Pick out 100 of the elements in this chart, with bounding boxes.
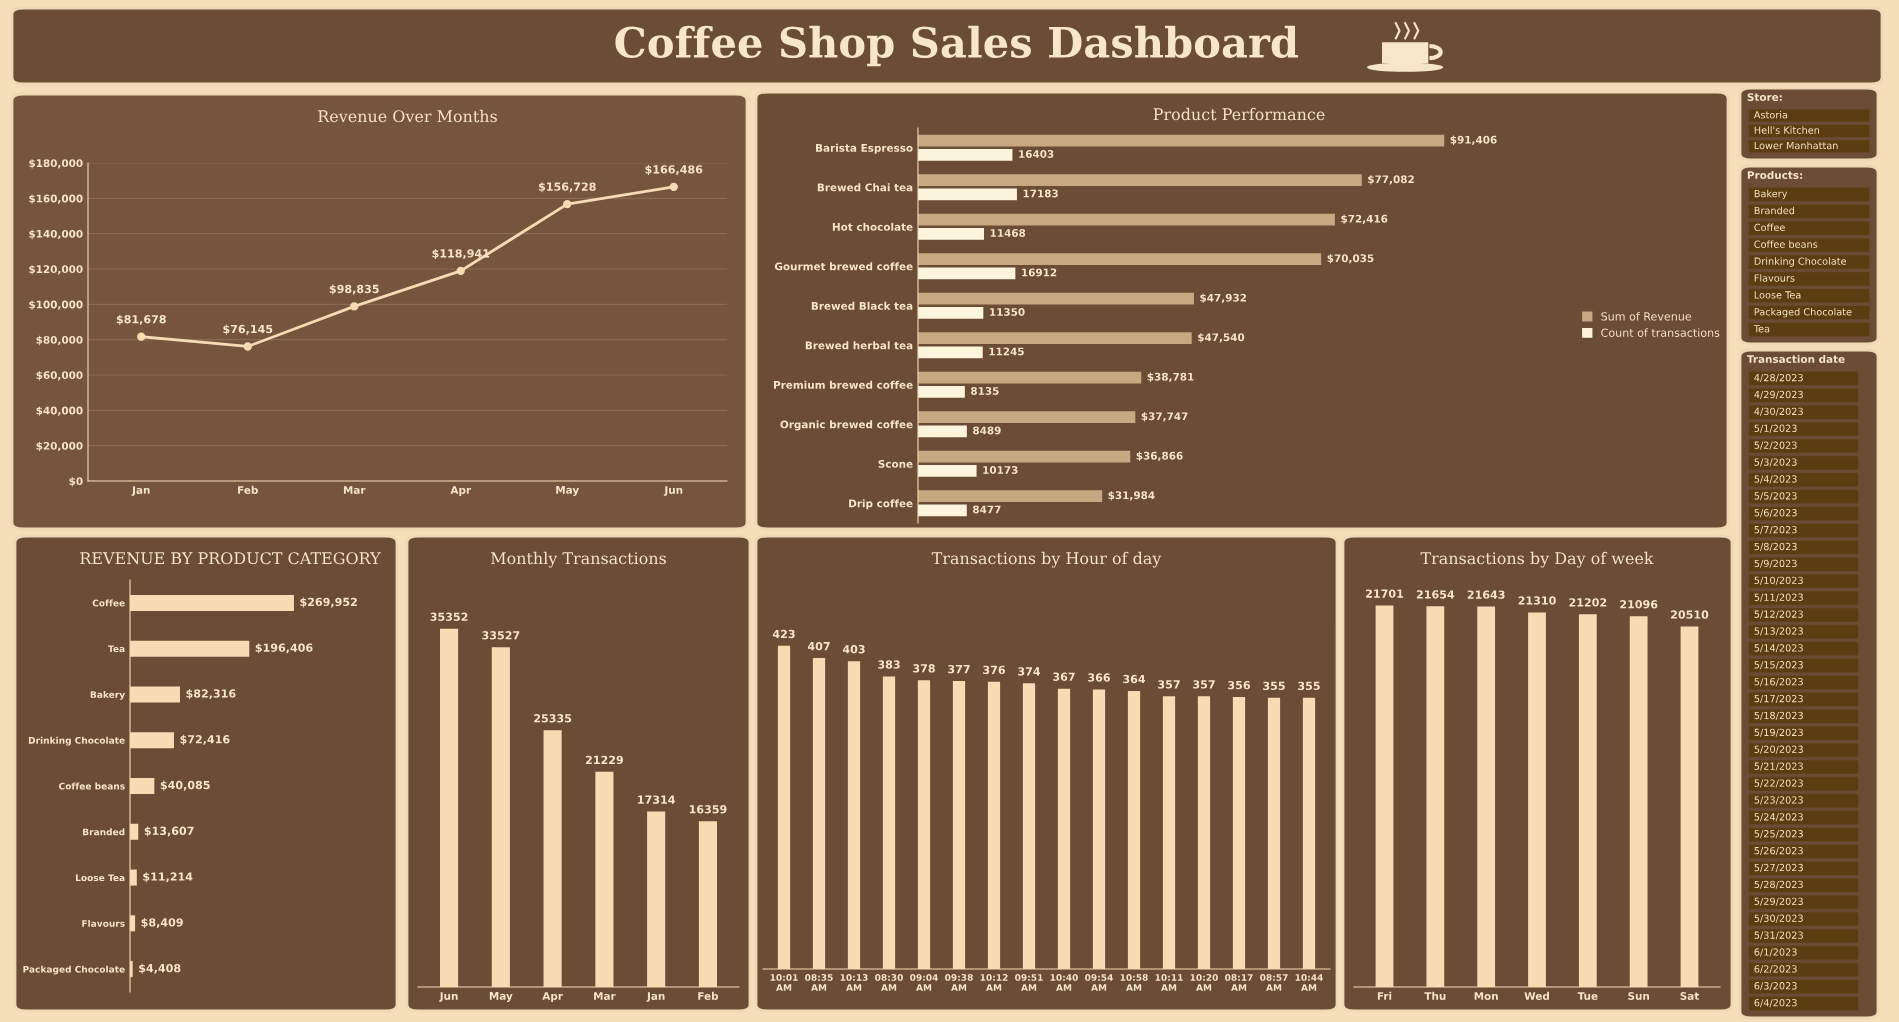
y-tick-label: Hot chocolate — [832, 222, 913, 231]
text: Coffee — [1754, 223, 1785, 232]
text: 4/29/2023 — [1754, 390, 1803, 399]
text: Hell's Kitchen — [1754, 126, 1820, 134]
y-tick-label: Brewed Black tea — [811, 301, 913, 310]
x-tick-label: May — [556, 486, 579, 496]
data-label: $8,409 — [141, 917, 183, 929]
x-tick-label: 10:13 AM — [840, 974, 868, 991]
text: 6/4/2023 — [1754, 999, 1797, 1008]
x-tick-label: 08:35 AM — [805, 974, 833, 991]
y-tick-label: Drinking Chocolate — [28, 736, 125, 746]
y-tick-label: Gourmet brewed coffee — [774, 262, 913, 271]
text: Flavours — [1754, 274, 1795, 282]
y-tick-label: Coffee — [92, 599, 125, 607]
y-tick-label: Brewed Chai tea — [817, 183, 913, 192]
x-tick-label: Jan — [646, 992, 665, 1002]
text: 5/10/2023 — [1754, 576, 1803, 585]
chart-title: Monthly Transactions — [491, 551, 666, 568]
data-label: 35352 — [430, 612, 468, 621]
text: 5/29/2023 — [1754, 897, 1803, 906]
data-label: $156,728 — [538, 182, 596, 193]
y-tick-label: $140,000 — [29, 229, 83, 240]
x-tick-label: Apr — [450, 486, 472, 496]
data-label: $98,835 — [329, 284, 379, 295]
data-label: 376 — [983, 665, 1005, 675]
text: 6/1/2023 — [1754, 948, 1797, 957]
text: 5/1/2023 — [1754, 424, 1797, 433]
chart-title: Product Performance — [1153, 107, 1325, 121]
text: 5/14/2023 — [1754, 644, 1803, 653]
data-label: $76,145 — [223, 324, 273, 335]
text: Coffee beans — [1754, 240, 1818, 248]
text: 5/4/2023 — [1754, 475, 1797, 484]
text: Branded — [1754, 206, 1795, 215]
text: 5/11/2023 — [1754, 593, 1803, 602]
x-tick-label: 10:40 AM — [1050, 974, 1078, 991]
data-label: 11350 — [990, 308, 1025, 316]
x-tick-label: Apr — [542, 992, 563, 1002]
y-tick-label: $0 — [69, 477, 83, 487]
data-label: 355 — [1298, 681, 1320, 691]
data-label: $4,408 — [139, 963, 181, 974]
data-label: 21229 — [585, 755, 624, 765]
data-label: $47,540 — [1198, 333, 1245, 343]
chart-title: REVENUE BY PRODUCT CATEGORY — [80, 552, 381, 565]
text: Tea — [1753, 325, 1770, 333]
text: Packaged Chocolate — [1754, 307, 1852, 318]
x-tick-label: Sat — [1680, 992, 1700, 1000]
chart-title: Revenue Over Months — [318, 109, 497, 123]
x-tick-label: May — [489, 992, 513, 1002]
text: 5/7/2023 — [1754, 525, 1797, 535]
data-label: 21202 — [1569, 598, 1607, 607]
data-label: 25335 — [534, 714, 572, 723]
data-label: 356 — [1228, 680, 1250, 690]
text: 5/18/2023 — [1754, 711, 1803, 720]
data-label: $38,781 — [1147, 372, 1194, 383]
y-tick-label: Flavours — [82, 919, 125, 927]
data-label: $82,316 — [186, 689, 236, 700]
text: Lower Manhattan — [1754, 141, 1838, 150]
text: 6/2/2023 — [1754, 965, 1797, 974]
x-tick-label: 09:38 AM — [945, 974, 973, 991]
data-label: 21310 — [1518, 596, 1556, 605]
text: 5/12/2023 — [1754, 610, 1803, 619]
y-tick-label: $120,000 — [29, 265, 83, 275]
text: 5/23/2023 — [1754, 796, 1803, 805]
y-tick-label: Bakery — [90, 691, 125, 700]
x-tick-label: 10:12 AM — [980, 974, 1008, 991]
data-label: $166,486 — [645, 165, 703, 176]
data-label: 21643 — [1467, 590, 1505, 599]
y-tick-label: Packaged Chocolate — [23, 965, 125, 975]
text: 5/3/2023 — [1754, 458, 1797, 467]
data-label: 355 — [1263, 681, 1285, 691]
data-label: 16359 — [689, 805, 727, 814]
text: 5/21/2023 — [1754, 762, 1803, 771]
x-tick-label: 08:17 AM — [1225, 974, 1253, 991]
text: Coffee Shop Sales Dashboard — [615, 25, 1299, 67]
data-label: 367 — [1053, 672, 1075, 681]
text: 5/26/2023 — [1754, 846, 1803, 856]
x-tick-label: 09:54 AM — [1085, 974, 1113, 991]
x-tick-label: Mar — [343, 486, 366, 494]
data-label: $91,406 — [1450, 135, 1497, 146]
data-label: $47,932 — [1200, 293, 1247, 304]
data-label: 383 — [878, 660, 900, 669]
data-label: 357 — [1193, 680, 1215, 689]
legend-label: Count of transactions — [1601, 328, 1720, 337]
y-tick-label: $160,000 — [29, 194, 83, 204]
data-label: 366 — [1088, 673, 1110, 682]
y-tick-label: Organic brewed coffee — [780, 420, 913, 431]
text: 5/28/2023 — [1754, 880, 1803, 889]
x-tick-label: Tue — [1577, 992, 1598, 1000]
data-label: 8477 — [972, 505, 1001, 514]
text: 5/16/2023 — [1754, 678, 1803, 687]
data-label: 21096 — [1620, 600, 1658, 609]
data-label: $36,866 — [1136, 451, 1183, 462]
y-tick-label: $40,000 — [36, 406, 83, 416]
chart-title: Transactions by Day of week — [1420, 551, 1654, 568]
data-label: 357 — [1158, 680, 1180, 689]
data-label: 33527 — [482, 631, 520, 640]
x-tick-label: Jun — [439, 992, 458, 1002]
text: Astoria — [1753, 110, 1788, 119]
data-label: 374 — [1018, 667, 1041, 676]
y-tick-label: $60,000 — [36, 371, 83, 381]
